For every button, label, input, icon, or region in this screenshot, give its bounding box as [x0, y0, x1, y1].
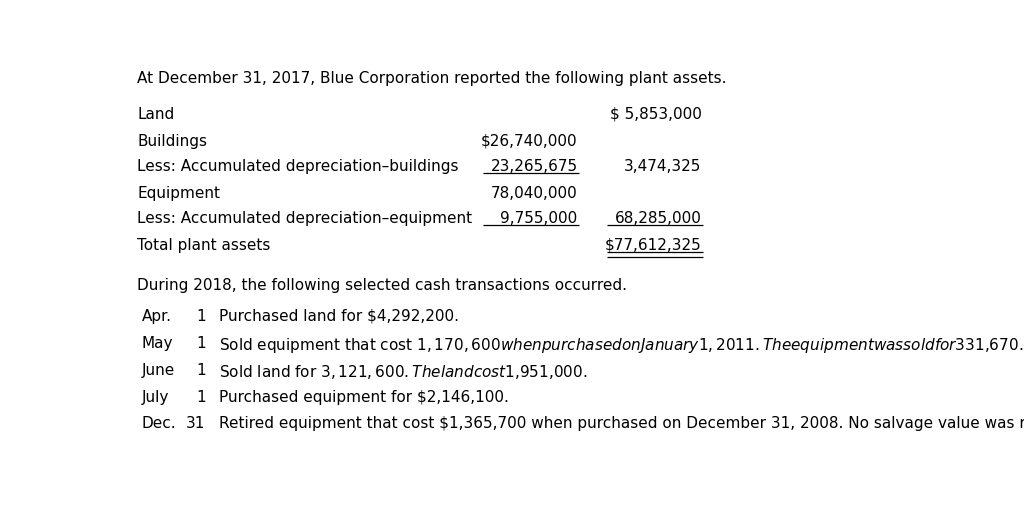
Text: 31: 31	[186, 416, 206, 431]
Text: 3,474,325: 3,474,325	[624, 158, 701, 173]
Text: July: July	[142, 389, 169, 403]
Text: Less: Accumulated depreciation–buildings: Less: Accumulated depreciation–buildings	[137, 158, 459, 173]
Text: At December 31, 2017, Blue Corporation reported the following plant assets.: At December 31, 2017, Blue Corporation r…	[137, 71, 727, 86]
Text: Buildings: Buildings	[137, 134, 207, 148]
Text: 1: 1	[196, 308, 206, 323]
Text: $26,740,000: $26,740,000	[481, 134, 578, 148]
Text: During 2018, the following selected cash transactions occurred.: During 2018, the following selected cash…	[137, 277, 628, 292]
Text: Apr.: Apr.	[142, 308, 172, 323]
Text: Purchased land for $4,292,200.: Purchased land for $4,292,200.	[219, 308, 460, 323]
Text: Sold equipment that cost $1,170,600 when purchased on January 1, 2011. The equip: Sold equipment that cost $1,170,600 when…	[219, 335, 1024, 354]
Text: $ 5,853,000: $ 5,853,000	[609, 107, 701, 122]
Text: 1: 1	[196, 362, 206, 377]
Text: 78,040,000: 78,040,000	[490, 186, 578, 201]
Text: 1: 1	[196, 389, 206, 403]
Text: 23,265,675: 23,265,675	[490, 158, 578, 173]
Text: May: May	[142, 335, 173, 350]
Text: Dec.: Dec.	[142, 416, 176, 431]
Text: Land: Land	[137, 107, 174, 122]
Text: Less: Accumulated depreciation–equipment: Less: Accumulated depreciation–equipment	[137, 211, 472, 225]
Text: Sold land for $3,121,600. The land cost $1,951,000.: Sold land for $3,121,600. The land cost …	[219, 362, 588, 380]
Text: $77,612,325: $77,612,325	[605, 237, 701, 252]
Text: 68,285,000: 68,285,000	[614, 211, 701, 225]
Text: Retired equipment that cost $1,365,700 when purchased on December 31, 2008. No s: Retired equipment that cost $1,365,700 w…	[219, 416, 1024, 431]
Text: Total plant assets: Total plant assets	[137, 237, 270, 252]
Text: June: June	[142, 362, 175, 377]
Text: Equipment: Equipment	[137, 186, 220, 201]
Text: 9,755,000: 9,755,000	[501, 211, 578, 225]
Text: Purchased equipment for $2,146,100.: Purchased equipment for $2,146,100.	[219, 389, 509, 403]
Text: 1: 1	[196, 335, 206, 350]
